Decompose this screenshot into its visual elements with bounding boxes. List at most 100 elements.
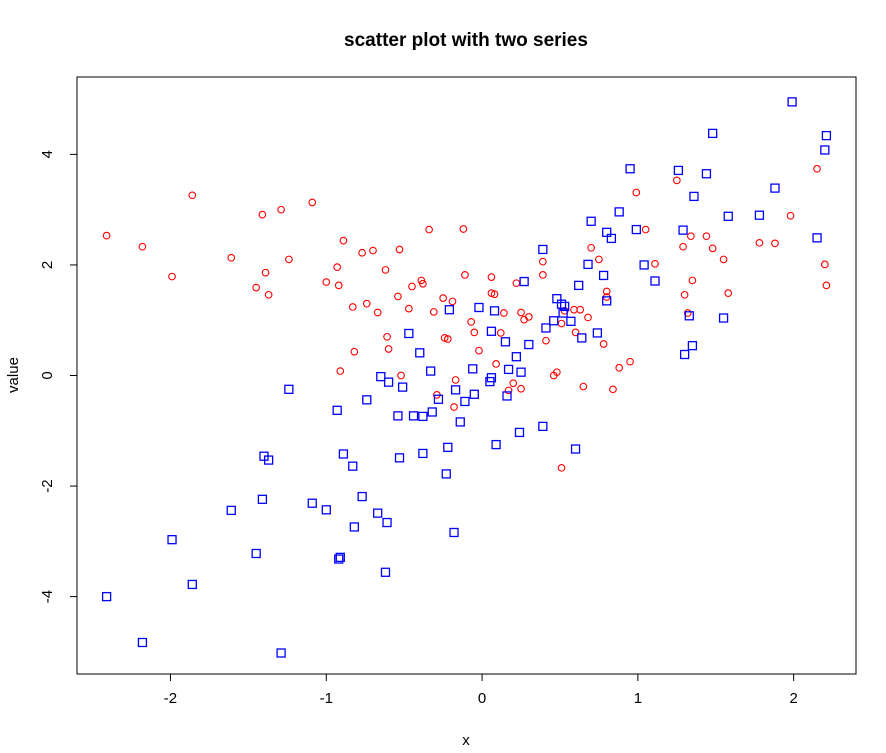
red-circle-point <box>405 304 413 313</box>
red-circle-point <box>687 232 695 241</box>
blue-square-point <box>552 294 562 304</box>
blue-square-point <box>684 311 694 321</box>
data-points <box>101 97 832 658</box>
red-circle-point <box>786 211 795 220</box>
red-circle-point <box>626 357 634 366</box>
red-circle-point <box>384 345 393 353</box>
blue-square-point <box>524 339 534 350</box>
blue-square-point <box>426 366 436 376</box>
blue-square-point <box>577 333 587 343</box>
red-circle-point <box>490 290 499 299</box>
blue-square-point <box>723 211 733 221</box>
red-circle-point <box>672 176 681 185</box>
blue-square-point <box>631 224 641 235</box>
blue-square-point <box>503 364 514 375</box>
blue-square-point <box>556 299 567 309</box>
x-tick-label: 0 <box>478 690 486 707</box>
blue-square-point <box>415 348 425 358</box>
blue-square-point <box>362 395 372 405</box>
y-tick-label: 4 <box>39 150 56 158</box>
blue-square-point <box>441 469 451 479</box>
red-circle-point <box>397 371 405 380</box>
red-circle-point <box>557 319 566 328</box>
blue-square-point <box>276 648 286 658</box>
blue-square-point <box>394 453 405 463</box>
red-circle-point <box>168 272 176 281</box>
red-circle-point <box>138 242 147 251</box>
blue-square-point <box>418 411 428 422</box>
red-circle-point <box>641 225 650 234</box>
red-circle-point <box>369 246 377 255</box>
blue-square-point <box>474 302 484 313</box>
blue-square-point <box>455 417 465 427</box>
blue-square-point <box>673 165 684 176</box>
blue-square-point <box>549 316 559 326</box>
red-circle-point <box>439 294 447 302</box>
red-circle-point <box>408 282 416 291</box>
red-circle-point <box>579 382 588 391</box>
red-circle-point <box>571 328 580 337</box>
red-circle-point <box>419 279 427 288</box>
blue-square-point <box>500 337 511 347</box>
red-circle-point <box>822 281 831 290</box>
red-circle-point <box>339 236 348 245</box>
red-circle-point <box>358 248 366 257</box>
red-circle-point <box>348 303 357 311</box>
red-circle-point <box>336 367 345 375</box>
red-circle-point <box>609 385 617 394</box>
blue-square-point <box>574 280 584 291</box>
red-circle-point <box>383 332 391 341</box>
blue-square-point <box>502 391 512 401</box>
blue-square-point <box>592 328 603 338</box>
blue-square-point <box>167 535 177 545</box>
red-circle-point <box>524 313 533 321</box>
blue-square-point <box>602 296 612 306</box>
red-circle-point <box>102 231 111 240</box>
blue-square-point <box>541 323 551 333</box>
red-circle-point <box>584 313 592 322</box>
red-circle-point <box>771 239 779 248</box>
blue-square-point <box>812 233 822 243</box>
red-circle-point <box>334 281 343 290</box>
blue-square-point <box>583 259 593 270</box>
blue-square-point <box>376 371 386 382</box>
red-circle-point <box>500 309 508 317</box>
blue-square-point <box>625 164 635 174</box>
blue-square-point <box>486 373 497 383</box>
red-circle-point <box>504 386 513 395</box>
red-circle-point <box>517 384 525 393</box>
blue-square-point <box>678 225 688 235</box>
red-circle-point <box>333 263 342 272</box>
blue-square-point <box>443 442 453 453</box>
blue-square-point <box>460 396 470 407</box>
blue-square-point <box>382 517 392 528</box>
red-circle-point <box>475 346 483 355</box>
red-circle-point <box>557 463 566 472</box>
blue-square-point <box>393 411 403 421</box>
blue-square-point <box>606 233 617 244</box>
red-circle-point <box>261 268 270 277</box>
red-circle-point <box>724 289 733 297</box>
blue-square-point <box>433 394 444 404</box>
red-circle-point <box>492 360 500 368</box>
blue-square-point <box>349 522 359 532</box>
x-tick-label: -2 <box>164 690 177 707</box>
red-circle-point <box>708 244 717 253</box>
red-circle-point <box>517 308 525 317</box>
blue-square-point <box>383 377 394 387</box>
red-circle-point <box>450 403 458 411</box>
blue-square-point <box>687 340 698 351</box>
blue-square-point <box>338 449 349 459</box>
red-circle-point <box>350 347 359 356</box>
red-circle-point <box>258 210 267 219</box>
blue-square-point <box>450 385 461 395</box>
plot-frame <box>76 76 857 675</box>
red-circle-point <box>595 255 603 264</box>
blue-square-point <box>321 505 331 515</box>
red-circle-point <box>308 198 317 207</box>
red-circle-point <box>602 287 611 296</box>
blue-square-point <box>598 270 609 281</box>
red-circle-point <box>373 308 382 317</box>
red-circle-point <box>277 205 285 214</box>
